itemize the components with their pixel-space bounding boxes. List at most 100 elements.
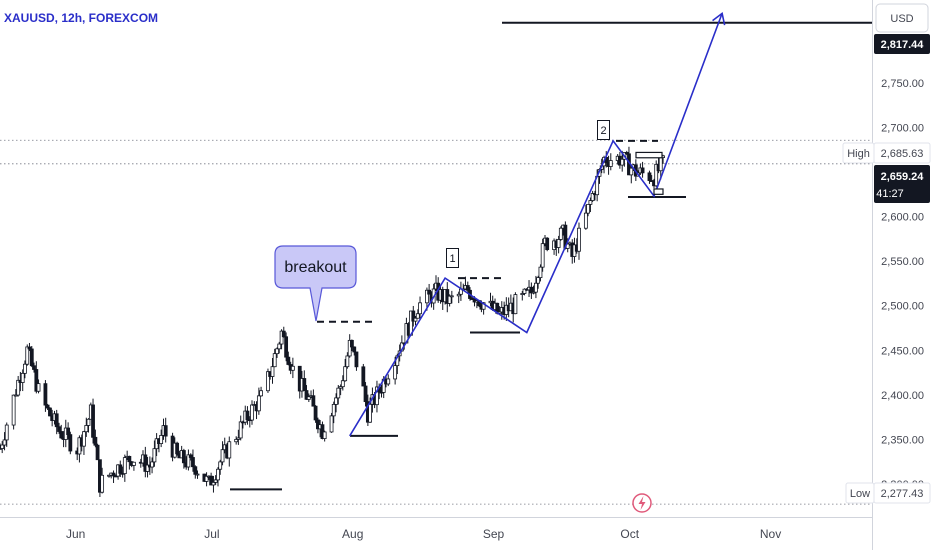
x-tick-label: Aug: [342, 527, 363, 541]
candle-bullish: [658, 157, 663, 172]
candle-bullish: [449, 295, 454, 298]
candlestick-series: [0, 146, 665, 498]
time-axis[interactable]: Jun Jul Aug Sep Oct Nov: [0, 517, 872, 542]
x-tick-label: Jun: [66, 527, 85, 541]
candle-bullish: [425, 289, 429, 304]
candle-bullish: [11, 394, 16, 426]
candle-bullish: [82, 431, 86, 447]
candle-bearish: [302, 378, 307, 391]
candle-bearish: [411, 310, 416, 322]
candle-bullish: [122, 457, 127, 475]
candle-bearish: [354, 351, 359, 368]
candle-bearish: [188, 454, 193, 458]
candle-bullish: [36, 383, 41, 392]
y-tick-label: 2,450.00: [881, 345, 924, 357]
x-tick-labels: Jun Jul Aug Sep Oct Nov: [66, 527, 781, 541]
candle-bullish: [393, 365, 398, 380]
current-price-tag: 2,659.24 41:27: [874, 165, 930, 203]
candle-bearish: [175, 442, 180, 455]
low-value: 2,277.43: [881, 488, 924, 500]
candle-bullish: [531, 291, 536, 294]
candle-bullish: [204, 475, 209, 482]
candle-bearish: [209, 475, 214, 486]
candle-bullish: [132, 461, 136, 466]
high-value: 2,685.63: [881, 148, 924, 160]
callout-text: breakout: [284, 259, 347, 276]
candle-bearish: [281, 330, 286, 338]
candle-bullish: [345, 355, 350, 368]
candle-bearish: [54, 413, 59, 428]
candle-bearish: [640, 167, 645, 174]
retest-box: [653, 188, 664, 195]
candle-bullish: [654, 163, 659, 187]
candle-bullish: [329, 415, 334, 433]
countdown-text: 41:27: [876, 188, 904, 200]
y-tick-label: 2,400.00: [881, 390, 924, 402]
candle-bullish: [577, 227, 581, 252]
currency-label: USD: [890, 13, 913, 25]
wave-label-2[interactable]: 2: [597, 120, 610, 140]
candle-bearish: [350, 339, 354, 348]
candle-bullish: [266, 371, 270, 392]
candle-bullish: [534, 282, 538, 293]
candle-bullish: [558, 227, 563, 240]
candle-bullish: [368, 403, 372, 423]
projection-arrowhead: [712, 11, 726, 26]
y-tick-label: 2,500.00: [881, 301, 924, 313]
candle-bearish: [245, 410, 250, 421]
high-label: High: [847, 148, 870, 160]
x-tick-label: Oct: [620, 527, 639, 541]
candle-bullish: [347, 339, 352, 357]
candle-bullish: [331, 403, 336, 417]
candle-bullish: [16, 379, 21, 396]
candle-bullish: [195, 473, 200, 476]
candle-bearish: [91, 404, 95, 438]
candle-bullish: [234, 438, 239, 443]
candle-bullish: [13, 394, 18, 397]
breakout-callout[interactable]: breakout: [274, 245, 357, 322]
event-marker[interactable]: [632, 493, 652, 513]
candle-bearish: [286, 356, 291, 365]
candle-bullish: [238, 421, 243, 439]
candle-bearish: [68, 434, 73, 452]
candle-bullish: [334, 397, 338, 405]
candle-bearish: [57, 426, 61, 432]
candle-bullish: [413, 317, 418, 322]
candle-bullish: [608, 160, 613, 167]
candle-bearish: [29, 348, 34, 367]
candle-bullish: [250, 404, 254, 421]
candle-bearish: [34, 369, 39, 392]
reference-lines: [0, 139, 872, 505]
y-tick-labels: 2,300.002,350.002,400.002,450.002,500.00…: [881, 33, 924, 491]
currency-button[interactable]: [875, 3, 929, 33]
wave-label-1-text: 1: [449, 253, 455, 265]
price-axis[interactable]: USD 2,300.002,350.002,400.002,450.002,50…: [872, 0, 929, 550]
candle-bullish: [152, 448, 157, 463]
low-tag: Low 2,277.43: [845, 482, 931, 504]
candle-bullish: [211, 482, 216, 486]
candle-bearish: [45, 404, 50, 409]
current-price-text: 2,659.24: [881, 171, 925, 183]
candle-bullish: [4, 424, 9, 441]
candle-bearish: [363, 385, 368, 403]
candle-bullish: [375, 386, 379, 406]
high-tag: High 2,685.63: [842, 142, 931, 164]
candle-bearish: [304, 390, 309, 400]
candle-bullish: [159, 435, 164, 444]
candle-bearish: [181, 450, 186, 464]
x-tick-label: Nov: [760, 527, 781, 541]
y-tick-label: 2,750.00: [881, 78, 924, 90]
symbol-title[interactable]: XAUUSD, 12h, FOREXCOM: [4, 11, 158, 25]
wave-label-1[interactable]: 1: [446, 248, 459, 268]
candle-bearish: [465, 285, 470, 291]
candle-bearish: [624, 152, 629, 155]
candle-bullish: [20, 372, 25, 383]
candle-bearish: [193, 466, 198, 475]
candle-bullish: [107, 474, 111, 477]
candle-bearish: [111, 472, 116, 477]
candle-bullish: [456, 293, 461, 297]
candle-bullish: [306, 396, 311, 400]
target-price-tag: 2,817.44: [874, 34, 930, 54]
candle-bullish: [447, 295, 452, 304]
